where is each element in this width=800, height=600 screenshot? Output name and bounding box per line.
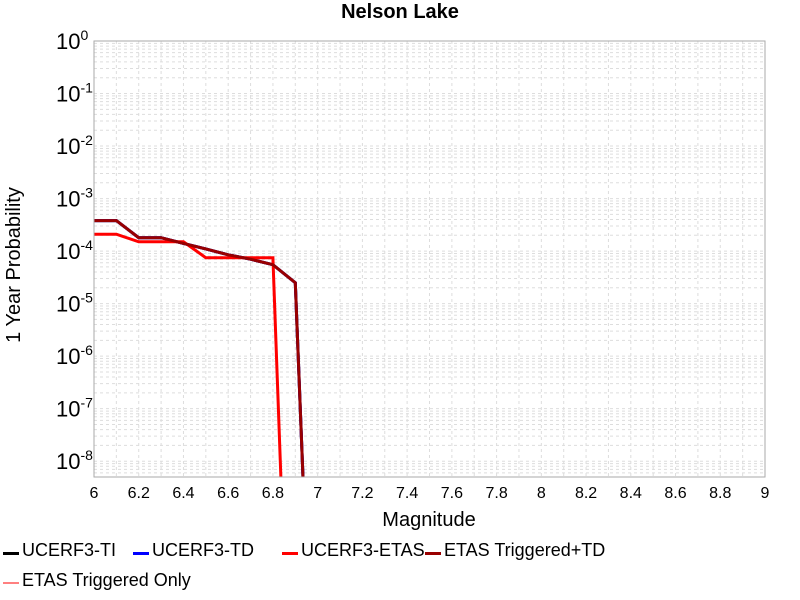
legend-item: ETAS Triggered Only (3, 568, 191, 592)
y-axis-label: 1 Year Probability (3, 187, 25, 343)
grid-lines (93, 41, 766, 478)
x-tick-label: 6.6 (217, 485, 239, 502)
legend-swatch (3, 582, 19, 584)
y-tick-label: 10-1 (56, 80, 93, 107)
legend-label: ETAS Triggered Only (22, 569, 191, 590)
legend-swatch (425, 551, 441, 555)
x-axis-label: Magnitude (382, 509, 475, 531)
x-tick-label: 7.2 (351, 485, 373, 502)
y-tick-label: 100 (56, 27, 88, 54)
x-tick-label: 8.4 (620, 485, 642, 502)
legend-label: UCERF3-TD (152, 539, 254, 560)
x-tick-label: 7.4 (396, 485, 418, 502)
x-tick-label: 8 (537, 485, 546, 502)
x-tick-label: 7.6 (441, 485, 463, 502)
x-tick-label: 7.8 (485, 485, 507, 502)
legend-label: UCERF3-TI (22, 539, 116, 560)
legend-swatch (133, 551, 149, 555)
legend-item: ETAS Triggered+TD (425, 538, 605, 562)
legend-swatch (282, 551, 298, 555)
x-tick-label: 6.2 (128, 485, 150, 502)
y-tick-label: 10-7 (56, 395, 93, 422)
chart-title: Nelson Lake (341, 1, 459, 23)
y-tick-label: 10-6 (56, 342, 93, 369)
series-line-ucerf3-etas (94, 232, 283, 477)
y-tick-label: 10-2 (56, 132, 93, 159)
y-tick-label: 10-5 (56, 290, 93, 317)
y-tick-label: 10-8 (56, 447, 93, 474)
x-tick-label: 8.6 (664, 485, 686, 502)
x-tick-label: 6 (90, 485, 99, 502)
series-line-etas-triggered-td (94, 219, 305, 477)
legend: UCERF3-TI UCERF3-TD UCERF3-ETAS ETAS Trigge… (0, 538, 800, 600)
x-tick-labels: 6 6.2 6.4 6.6 6.8 7 7.2 7.4 7.6 7.8 8 8.2 8.4 8.6 8.8 9 (90, 485, 770, 502)
x-tick-label: 8.2 (575, 485, 597, 502)
x-tick-label: 6.8 (262, 485, 284, 502)
legend-item: UCERF3-TD (133, 538, 254, 562)
legend-label: ETAS Triggered+TD (444, 539, 606, 560)
x-tick-label: 7 (313, 485, 322, 502)
legend-item: UCERF3-TI (3, 538, 116, 562)
legend-swatch (3, 551, 19, 555)
x-tick-label: 9 (761, 485, 770, 502)
legend-item: UCERF3-ETAS (282, 538, 425, 562)
y-tick-label: 10-4 (56, 237, 93, 264)
x-tick-label: 6.4 (172, 485, 194, 502)
series-layer (94, 219, 305, 477)
y-tick-label: 10-3 (56, 185, 93, 212)
legend-label: UCERF3-ETAS (301, 539, 425, 560)
y-tick-labels: 100 10-1 10-2 10-3 10-4 10-5 10-6 10-7 10-8 (56, 27, 93, 474)
x-tick-label: 8.8 (709, 485, 731, 502)
plot-border (93, 40, 766, 478)
